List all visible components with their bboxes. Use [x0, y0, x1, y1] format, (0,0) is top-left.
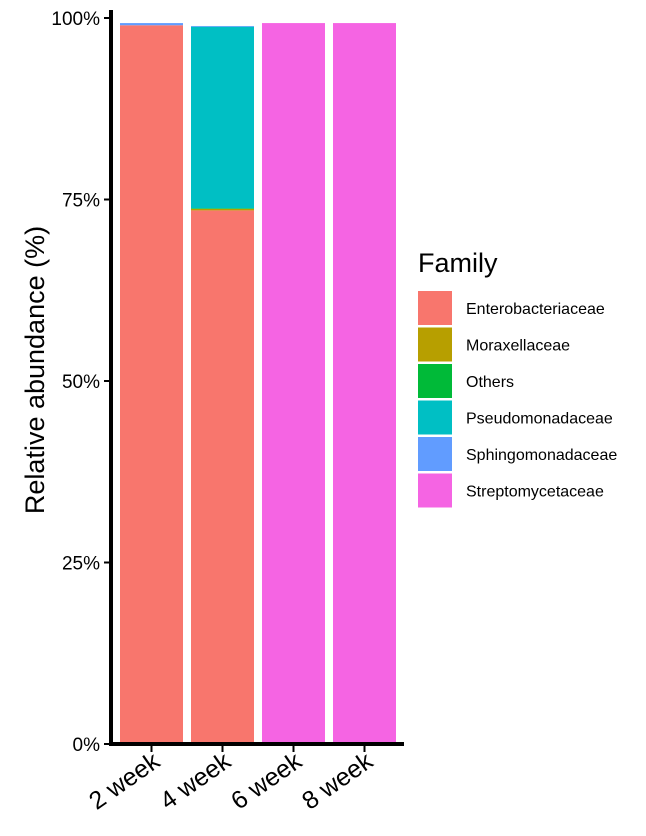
bar-segment-enterobacteriaceae-4-week [191, 210, 254, 744]
y-tick-label: 50% [62, 372, 100, 393]
y-ticks: 0% 25% 50% 75% 100% [51, 9, 109, 756]
y-axis-title: Relative abundance (%) [20, 226, 50, 514]
legend-title: Family [418, 248, 498, 278]
legend-label-streptomycetaceae: Streptomycetaceae [466, 484, 604, 501]
bar-segment-pseudomonadaceae-4-week [191, 26, 254, 209]
legend-items: Enterobacteriaceae Moraxellaceae Others Pse… [418, 291, 617, 508]
bar-segment-others-4-week [191, 208, 254, 209]
bars-group [120, 23, 396, 744]
axes [109, 10, 404, 746]
legend-label-pseudomonadaceae: Pseudomonadaceae [466, 411, 613, 428]
bar-segment-enterobacteriaceae-2-week [120, 25, 183, 744]
bar-segment-sphingomonadaceae-4-week [191, 25, 254, 27]
legend-label-moraxellaceae: Moraxellaceae [466, 338, 570, 355]
legend-key-pseudomonadaceae [418, 400, 452, 435]
y-tick-label: 100% [51, 9, 100, 30]
bar-segment-streptomycetaceae-8-week [333, 23, 396, 744]
x-tick-label: 4 week [155, 747, 236, 816]
legend-label-sphingomonadaceae: Sphingomonadaceae [466, 447, 617, 464]
legend-label-others: Others [466, 374, 514, 391]
y-tick-label: 75% [62, 191, 100, 212]
legend-key-others [418, 364, 452, 398]
x-tick-label: 2 week [84, 747, 165, 816]
x-tick-label: 8 week [297, 747, 378, 816]
y-tick-label: 25% [62, 554, 100, 575]
y-tick-label: 0% [73, 735, 101, 756]
legend-key-streptomycetaceae [418, 473, 452, 508]
bar-segment-moraxellaceae-4-week [191, 208, 254, 211]
legend-label-enterobacteriaceae: Enterobacteriaceae [466, 301, 605, 318]
x-tick-label: 6 week [226, 747, 307, 816]
bar-segment-sphingomonadaceae-2-week [120, 23, 183, 26]
bar-segment-streptomycetaceae-6-week [262, 23, 325, 744]
legend-key-moraxellaceae [418, 327, 452, 362]
legend-key-sphingomonadaceae [418, 437, 452, 471]
legend: Family Enterobacteriaceae Moraxellaceae Ot… [418, 248, 617, 508]
legend-key-enterobacteriaceae [418, 291, 452, 325]
